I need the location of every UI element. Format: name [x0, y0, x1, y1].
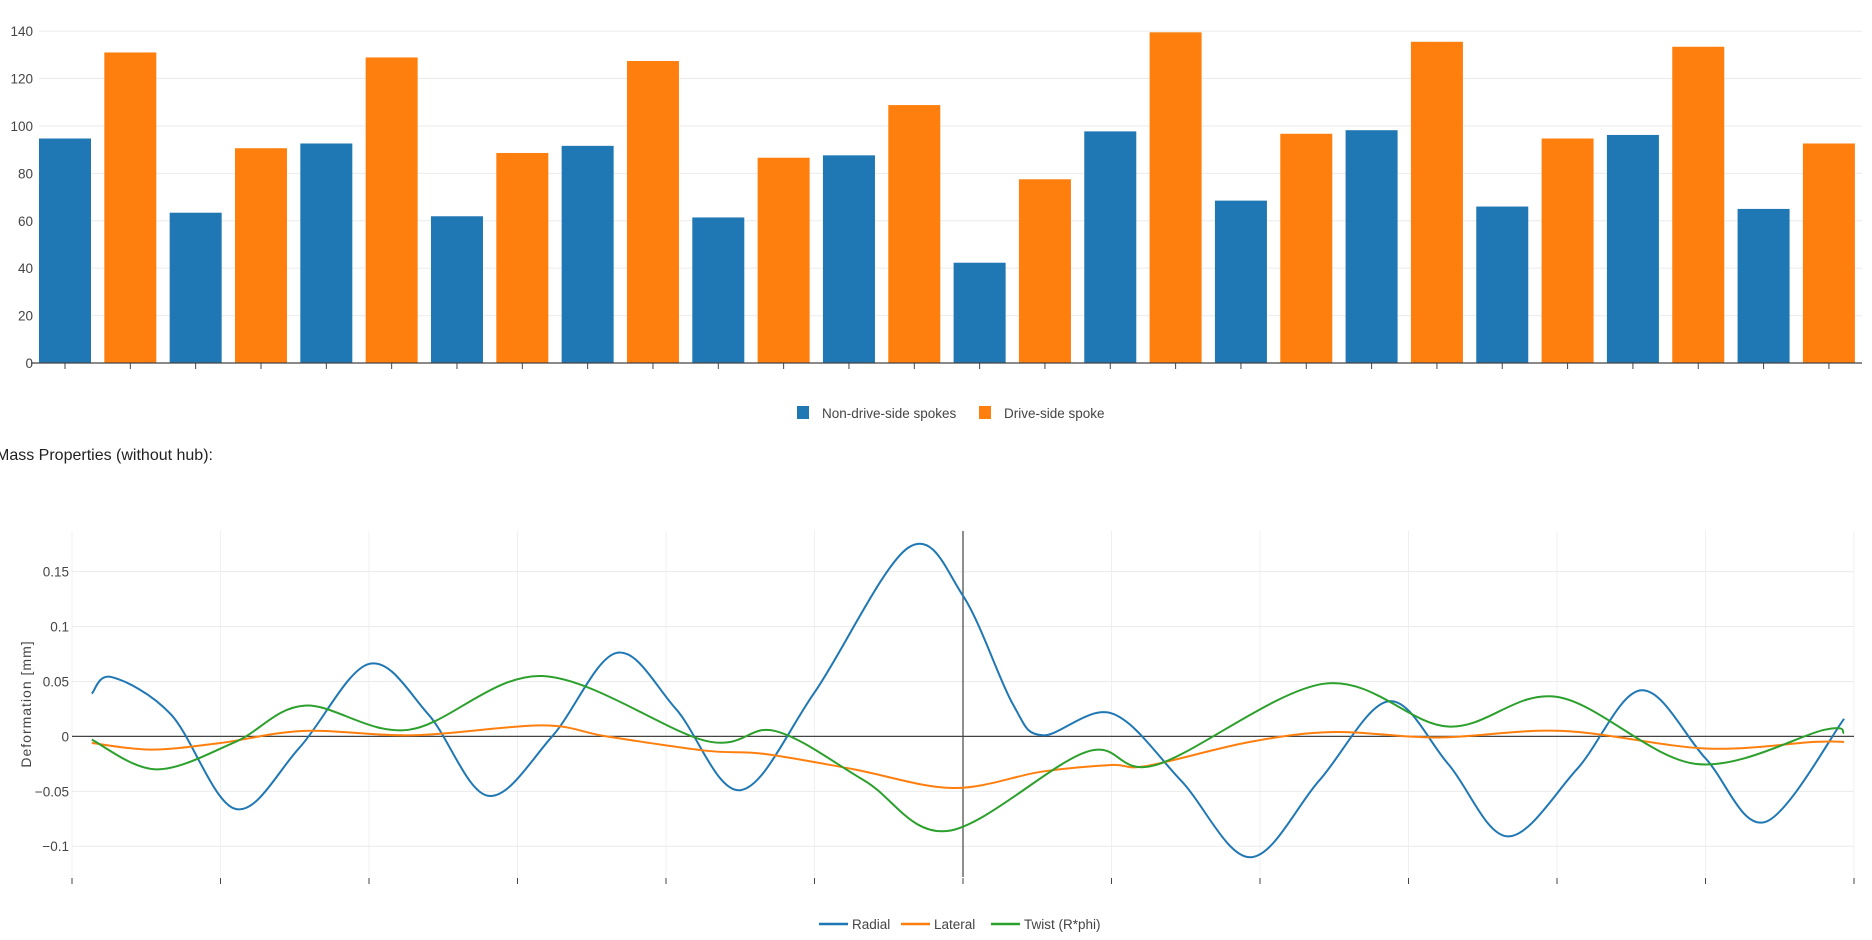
bar — [822, 155, 875, 363]
bar — [1606, 134, 1659, 363]
bar — [1345, 130, 1398, 363]
y-tick-label: 100 — [10, 119, 33, 134]
y-tick-label: 80 — [18, 166, 33, 181]
y-tick-label: 0.05 — [43, 674, 69, 689]
bar — [1672, 46, 1725, 364]
y-tick-label: −0.05 — [35, 784, 69, 799]
bar — [169, 212, 222, 363]
bar — [496, 152, 549, 363]
legend-swatch — [979, 406, 991, 419]
series-line — [91, 674, 1845, 833]
bar — [1018, 179, 1071, 363]
spoke-bar-chart: 0 20 40 60 80 100 120 140 Non-drive-side spokes D… — [10, 24, 1862, 421]
y-tick-label: 140 — [10, 24, 33, 39]
mass-properties-title: Mass Properties (without hub): — [0, 447, 213, 464]
y-tick-label: 40 — [18, 261, 33, 276]
bar — [430, 216, 483, 363]
bar — [626, 60, 679, 363]
y-tick-label: 120 — [10, 72, 33, 87]
bar — [1214, 200, 1267, 363]
series-line — [91, 542, 1845, 859]
y-axis-title: Deformation [mm] — [18, 640, 34, 767]
bar — [757, 157, 810, 363]
y-tick-label: 0.15 — [43, 565, 69, 580]
y-tick-label: 0 — [61, 729, 69, 744]
bar — [234, 148, 287, 363]
bar — [1084, 131, 1137, 363]
legend-swatch — [797, 406, 809, 419]
bar — [692, 217, 745, 363]
series-line — [91, 724, 1845, 790]
bar — [1802, 143, 1855, 363]
legend-label: Twist (R*phi) — [1024, 917, 1101, 932]
bar — [104, 52, 157, 363]
legend-label: Lateral — [934, 917, 975, 932]
bar — [1410, 41, 1463, 363]
bar — [1476, 206, 1529, 363]
bar — [1149, 32, 1202, 363]
legend-label: Drive-side spoke — [1004, 406, 1105, 421]
y-tick-label: −0.1 — [42, 839, 69, 854]
y-tick-label: 0 — [25, 356, 33, 371]
y-tick-label: 0.1 — [50, 620, 69, 635]
deformation-line-chart: −0.1 −0.05 0 0.05 0.1 0.15 Deformation [mm] Rad… — [18, 531, 1855, 932]
bar — [561, 145, 614, 363]
y-tick-label: 60 — [18, 214, 33, 229]
bar — [1280, 133, 1333, 363]
legend-label: Non-drive-side spokes — [822, 406, 957, 421]
bar — [953, 262, 1006, 363]
bar — [888, 105, 941, 364]
bar — [1737, 208, 1790, 363]
bar — [1541, 138, 1594, 363]
bar — [365, 57, 418, 364]
legend-label: Radial — [852, 917, 890, 932]
y-tick-label: 20 — [18, 309, 33, 324]
bar — [300, 143, 353, 363]
bar — [39, 138, 91, 363]
